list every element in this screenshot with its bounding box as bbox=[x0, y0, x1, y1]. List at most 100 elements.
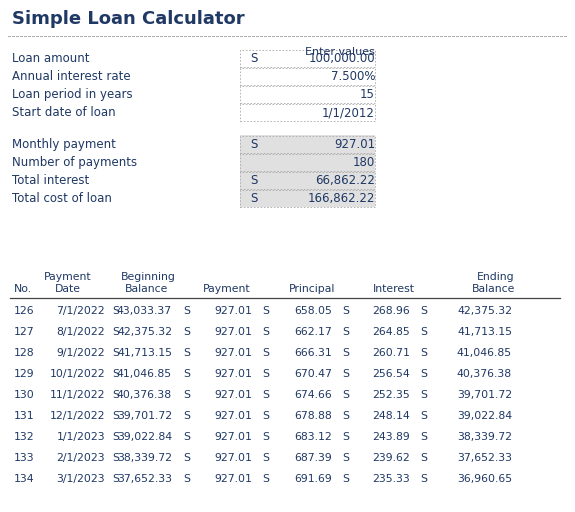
Text: Monthly payment: Monthly payment bbox=[12, 138, 116, 151]
Text: S: S bbox=[250, 174, 258, 187]
Text: 130: 130 bbox=[14, 390, 34, 400]
Text: S: S bbox=[112, 369, 119, 379]
Text: S: S bbox=[262, 474, 269, 484]
Text: S: S bbox=[183, 306, 190, 316]
Text: 133: 133 bbox=[14, 453, 34, 463]
Text: 10/1/2022: 10/1/2022 bbox=[49, 369, 105, 379]
Text: 37,652.33: 37,652.33 bbox=[117, 474, 172, 484]
Text: S: S bbox=[342, 390, 349, 400]
Text: S: S bbox=[420, 390, 427, 400]
Text: S: S bbox=[420, 306, 427, 316]
Text: Enter values: Enter values bbox=[305, 47, 375, 57]
Text: S: S bbox=[250, 138, 258, 151]
Bar bbox=[240, 50, 375, 67]
Text: 12/1/2022: 12/1/2022 bbox=[49, 411, 105, 421]
Text: 42,375.32: 42,375.32 bbox=[457, 306, 512, 316]
Text: 36,960.65: 36,960.65 bbox=[457, 474, 512, 484]
Text: S: S bbox=[342, 474, 349, 484]
Bar bbox=[240, 68, 375, 85]
Text: No.: No. bbox=[14, 284, 32, 294]
Text: S: S bbox=[112, 327, 119, 337]
Text: S: S bbox=[342, 348, 349, 358]
Text: S: S bbox=[262, 369, 269, 379]
Text: 39,701.72: 39,701.72 bbox=[117, 411, 172, 421]
Text: S: S bbox=[183, 348, 190, 358]
Text: 11/1/2022: 11/1/2022 bbox=[49, 390, 105, 400]
Text: S: S bbox=[183, 411, 190, 421]
Text: 41,046.85: 41,046.85 bbox=[117, 369, 172, 379]
Text: 126: 126 bbox=[14, 306, 34, 316]
Text: S: S bbox=[262, 411, 269, 421]
Text: 243.89: 243.89 bbox=[372, 432, 410, 442]
Text: 166,862.22: 166,862.22 bbox=[308, 192, 375, 205]
Text: 38,339.72: 38,339.72 bbox=[457, 432, 512, 442]
Text: Balance: Balance bbox=[472, 284, 515, 294]
Text: 927.01: 927.01 bbox=[334, 138, 375, 151]
Bar bbox=[240, 136, 375, 153]
Text: 41,713.15: 41,713.15 bbox=[457, 327, 512, 337]
Text: S: S bbox=[342, 369, 349, 379]
Text: S: S bbox=[112, 474, 119, 484]
Text: S: S bbox=[112, 432, 119, 442]
Text: 41,713.15: 41,713.15 bbox=[117, 348, 172, 358]
Text: 37,652.33: 37,652.33 bbox=[457, 453, 512, 463]
Text: 268.96: 268.96 bbox=[372, 306, 410, 316]
Text: 134: 134 bbox=[14, 474, 34, 484]
Text: Balance: Balance bbox=[125, 284, 168, 294]
Text: 927.01: 927.01 bbox=[214, 411, 252, 421]
Text: 7.500%: 7.500% bbox=[331, 70, 375, 83]
Text: 1/1/2012: 1/1/2012 bbox=[322, 106, 375, 119]
Text: 264.85: 264.85 bbox=[372, 327, 410, 337]
Text: 927.01: 927.01 bbox=[214, 474, 252, 484]
Text: S: S bbox=[112, 411, 119, 421]
Text: S: S bbox=[183, 327, 190, 337]
Text: 927.01: 927.01 bbox=[214, 432, 252, 442]
Text: S: S bbox=[112, 306, 119, 316]
Text: 662.17: 662.17 bbox=[294, 327, 332, 337]
Text: S: S bbox=[112, 453, 119, 463]
Text: Number of payments: Number of payments bbox=[12, 156, 137, 169]
Text: 927.01: 927.01 bbox=[214, 327, 252, 337]
Text: 260.71: 260.71 bbox=[372, 348, 410, 358]
Text: 7/1/2022: 7/1/2022 bbox=[56, 306, 105, 316]
Text: 40,376.38: 40,376.38 bbox=[457, 369, 512, 379]
Text: 678.88: 678.88 bbox=[294, 411, 332, 421]
Text: 127: 127 bbox=[14, 327, 34, 337]
Bar bbox=[240, 172, 375, 189]
Text: 41,046.85: 41,046.85 bbox=[457, 348, 512, 358]
Text: S: S bbox=[342, 432, 349, 442]
Text: 252.35: 252.35 bbox=[372, 390, 410, 400]
Text: 40,376.38: 40,376.38 bbox=[117, 390, 172, 400]
Text: S: S bbox=[262, 327, 269, 337]
Text: 39,701.72: 39,701.72 bbox=[457, 390, 512, 400]
Text: 674.66: 674.66 bbox=[294, 390, 332, 400]
Text: S: S bbox=[250, 52, 258, 65]
Text: 66,862.22: 66,862.22 bbox=[315, 174, 375, 187]
Text: 691.69: 691.69 bbox=[294, 474, 332, 484]
Text: S: S bbox=[183, 390, 190, 400]
Text: 256.54: 256.54 bbox=[372, 369, 410, 379]
Text: Simple Loan Calculator: Simple Loan Calculator bbox=[12, 10, 244, 28]
Text: S: S bbox=[420, 327, 427, 337]
Text: S: S bbox=[262, 453, 269, 463]
Text: Total interest: Total interest bbox=[12, 174, 89, 187]
Text: 42,375.32: 42,375.32 bbox=[117, 327, 172, 337]
Text: 683.12: 683.12 bbox=[294, 432, 332, 442]
Text: S: S bbox=[183, 369, 190, 379]
Text: S: S bbox=[262, 432, 269, 442]
Text: S: S bbox=[420, 432, 427, 442]
Text: Beginning: Beginning bbox=[121, 272, 175, 282]
Text: 9/1/2022: 9/1/2022 bbox=[56, 348, 105, 358]
Text: Principal: Principal bbox=[289, 284, 335, 294]
Text: Annual interest rate: Annual interest rate bbox=[12, 70, 131, 83]
Text: S: S bbox=[183, 432, 190, 442]
Text: S: S bbox=[342, 411, 349, 421]
Text: 43,033.37: 43,033.37 bbox=[117, 306, 172, 316]
Text: 3/1/2023: 3/1/2023 bbox=[56, 474, 105, 484]
Text: Payment: Payment bbox=[44, 272, 92, 282]
Text: 235.33: 235.33 bbox=[372, 474, 410, 484]
Text: Loan period in years: Loan period in years bbox=[12, 88, 133, 101]
Text: S: S bbox=[112, 348, 119, 358]
Text: 128: 128 bbox=[14, 348, 34, 358]
Text: S: S bbox=[420, 348, 427, 358]
